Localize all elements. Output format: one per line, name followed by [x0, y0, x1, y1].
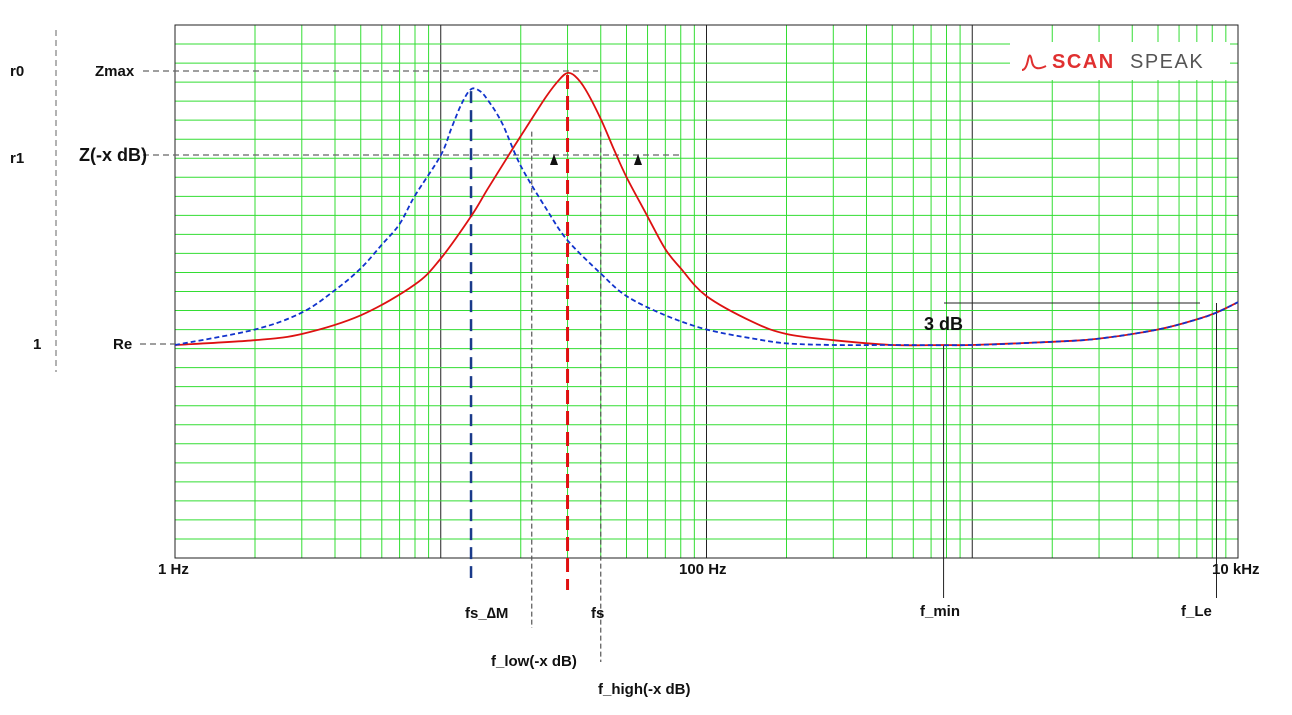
impedance-curves — [174, 71, 1239, 347]
three-db-label: 3 dB — [924, 314, 963, 334]
logo-text-speak: SPEAK — [1130, 51, 1204, 73]
f-low-label: f_low(-x dB) — [491, 653, 577, 670]
impedance-curve-icon — [1021, 54, 1047, 71]
fs-dm-label: fs_∆M — [465, 605, 508, 622]
x-tick-10khz: 10 kHz — [1212, 561, 1260, 578]
zmax-label: Zmax — [95, 63, 135, 80]
logo-text-scan: SCAN — [1052, 51, 1115, 73]
plot-frame — [174, 24, 1239, 559]
f-high-arrowhead — [634, 154, 642, 165]
zx-label: Z(-x dB) — [79, 145, 147, 165]
f-le-label: f_Le — [1181, 603, 1212, 620]
level-label-1: 1 — [33, 336, 41, 353]
frequency-markers — [469, 75, 1217, 662]
f-min-label: f_min — [920, 603, 960, 620]
logo-background — [1010, 42, 1230, 80]
scanspeak-logo: SCAN SPEAK — [1010, 42, 1230, 80]
x-tick-100hz: 100 Hz — [679, 561, 727, 578]
fs-label: fs — [591, 605, 604, 622]
f-low-arrowhead — [550, 154, 558, 165]
re-label: Re — [113, 336, 132, 353]
x-tick-1hz: 1 Hz — [158, 561, 189, 578]
f-high-label: f_high(-x dB) — [598, 681, 690, 698]
level-label-r1: r1 — [10, 150, 24, 167]
level-label-r0: r0 — [10, 63, 24, 80]
impedance-curve-series-1 — [174, 87, 1239, 347]
